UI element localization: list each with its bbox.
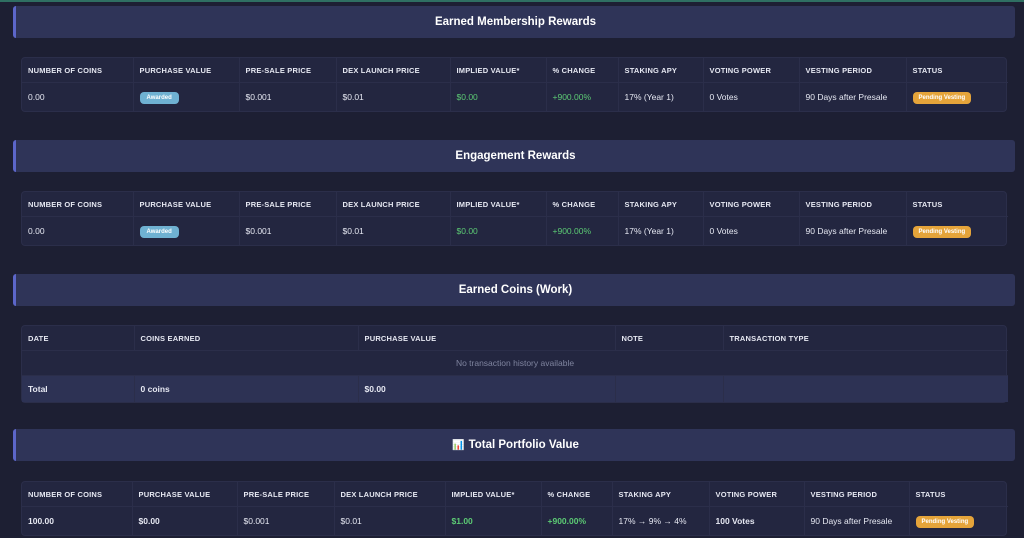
dex-price-cell: $0.01	[336, 216, 451, 245]
status-cell: Pending Vesting	[909, 506, 1008, 535]
column-header[interactable]: NUMBER OF COINS	[22, 58, 134, 83]
column-header[interactable]: % CHANGE	[546, 58, 619, 83]
total-coins: 0 coins	[134, 375, 359, 402]
vesting-period-cell: 90 Days after Presale	[799, 82, 907, 111]
engagement-rewards-table: NUMBER OF COINS PURCHASE VALUE PRE-SALE …	[21, 191, 1008, 246]
portfolio-table: NUMBER OF COINS PURCHASE VALUE PRE-SALE …	[21, 481, 1008, 536]
column-header[interactable]: STATUS	[912, 199, 943, 209]
status-badge: Pending Vesting	[915, 515, 975, 528]
status-cell: Pending Vesting	[906, 216, 1008, 245]
empty-state-row: No transaction history available	[22, 350, 1008, 376]
staking-apy-cell: 17% (Year 1)	[618, 216, 704, 245]
portfolio-title: Total Portfolio Value	[468, 439, 579, 451]
column-header[interactable]: STAKING APY	[618, 192, 704, 217]
column-header[interactable]: PRE-SALE PRICE	[239, 58, 337, 83]
change-cell: +900.00%	[546, 216, 619, 245]
column-header[interactable]: IMPLIED VALUE*	[450, 192, 547, 217]
dex-price-cell: $0.01	[334, 506, 446, 535]
awarded-badge: Awarded	[139, 91, 179, 104]
column-header[interactable]: % CHANGE	[546, 192, 619, 217]
column-header[interactable]: DEX LAUNCH PRICE	[334, 482, 446, 507]
staking-apy-cell: 17% (Year 1)	[618, 82, 704, 111]
column-header[interactable]: COINS EARNED	[134, 326, 359, 351]
status-badge: Pending Vesting	[912, 91, 972, 104]
column-header[interactable]: STAKING APY	[612, 482, 710, 507]
column-header[interactable]: NUMBER OF COINS	[22, 482, 133, 507]
coins-cell: 0.00	[22, 82, 134, 111]
column-header[interactable]: TRANSACTION TYPE	[729, 333, 809, 343]
column-header[interactable]: VOTING POWER	[709, 482, 805, 507]
column-header[interactable]: VESTING PERIOD	[799, 58, 907, 83]
voting-power-cell: 0 Votes	[703, 216, 800, 245]
top-accent-line	[0, 0, 1024, 2]
table-header-row: DATE COINS EARNED PURCHASE VALUE NOTE TR…	[22, 326, 1008, 351]
column-header[interactable]: IMPLIED VALUE*	[445, 482, 542, 507]
table-header-row: NUMBER OF COINS PURCHASE VALUE PRE-SALE …	[22, 192, 1008, 217]
table-row: 100.00 $0.00 $0.001 $0.01 $1.00 +900.00%…	[22, 506, 1008, 535]
purchase-value-cell: Awarded	[133, 216, 240, 245]
column-header[interactable]: DATE	[22, 326, 135, 351]
earned-coins-table: DATE COINS EARNED PURCHASE VALUE NOTE TR…	[21, 325, 1008, 403]
earned-coins-title: Earned Coins (Work)	[458, 284, 573, 296]
vesting-period-cell: 90 Days after Presale	[799, 216, 907, 245]
portfolio-header: 📊 Total Portfolio Value	[13, 429, 1015, 461]
column-header[interactable]: NOTE	[615, 326, 724, 351]
column-header[interactable]: IMPLIED VALUE*	[450, 58, 547, 83]
staking-apy-cell: 17% → 9% → 4%	[612, 506, 710, 535]
total-type-cell	[723, 375, 1008, 402]
empty-state-message: No transaction history available	[22, 350, 1008, 376]
engagement-rewards-title: Engagement Rewards	[455, 150, 576, 162]
column-header[interactable]: VOTING POWER	[703, 58, 800, 83]
implied-value-cell: $1.00	[445, 506, 542, 535]
presale-price-cell: $0.001	[237, 506, 335, 535]
membership-rewards-table: NUMBER OF COINS PURCHASE VALUE PRE-SALE …	[21, 57, 1008, 112]
coins-cell: 0.00	[22, 216, 134, 245]
purchase-value-cell: Awarded	[133, 82, 240, 111]
column-header[interactable]: VESTING PERIOD	[804, 482, 910, 507]
column-header[interactable]: NUMBER OF COINS	[22, 192, 134, 217]
column-header[interactable]: % CHANGE	[541, 482, 613, 507]
implied-value-cell: $0.00	[450, 82, 547, 111]
voting-power-cell: 100 Votes	[709, 506, 805, 535]
column-header[interactable]: PURCHASE VALUE	[133, 58, 240, 83]
dex-price-cell: $0.01	[336, 82, 451, 111]
table-header-row: NUMBER OF COINS PURCHASE VALUE PRE-SALE …	[22, 482, 1008, 507]
bar-chart-icon: 📊	[452, 439, 465, 451]
column-header[interactable]: PURCHASE VALUE	[132, 482, 238, 507]
column-header[interactable]: PURCHASE VALUE	[133, 192, 240, 217]
presale-price-cell: $0.001	[239, 82, 337, 111]
total-row: Total 0 coins $0.00	[22, 375, 1008, 402]
total-value: $0.00	[358, 375, 616, 402]
voting-power-cell: 0 Votes	[703, 82, 800, 111]
column-header[interactable]: DEX LAUNCH PRICE	[336, 58, 451, 83]
change-cell: +900.00%	[546, 82, 619, 111]
column-header[interactable]: PRE-SALE PRICE	[239, 192, 337, 217]
change-cell: +900.00%	[541, 506, 613, 535]
awarded-badge: Awarded	[139, 225, 179, 238]
coins-cell: 100.00	[22, 506, 133, 535]
membership-rewards-title: Earned Membership Rewards	[434, 16, 597, 28]
column-header[interactable]: VOTING POWER	[703, 192, 800, 217]
column-header[interactable]: PRE-SALE PRICE	[237, 482, 335, 507]
table-row: 0.00 Awarded $0.001 $0.01 $0.00 +900.00%…	[22, 82, 1008, 111]
earned-coins-header: Earned Coins (Work)	[13, 274, 1015, 306]
total-label: Total	[22, 375, 135, 402]
table-row: 0.00 Awarded $0.001 $0.01 $0.00 +900.00%…	[22, 216, 1008, 245]
column-header[interactable]: DEX LAUNCH PRICE	[336, 192, 451, 217]
column-header[interactable]: PURCHASE VALUE	[358, 326, 616, 351]
membership-rewards-header: Earned Membership Rewards	[13, 6, 1015, 38]
column-header[interactable]: VESTING PERIOD	[799, 192, 907, 217]
engagement-rewards-header: Engagement Rewards	[13, 140, 1015, 172]
vesting-period-cell: 90 Days after Presale	[804, 506, 910, 535]
column-header[interactable]: STATUS	[912, 65, 943, 75]
status-badge: Pending Vesting	[912, 225, 972, 238]
purchase-value-cell: $0.00	[132, 506, 238, 535]
table-header-row: NUMBER OF COINS PURCHASE VALUE PRE-SALE …	[22, 58, 1008, 83]
column-header[interactable]: STAKING APY	[618, 58, 704, 83]
status-cell: Pending Vesting	[906, 82, 1008, 111]
presale-price-cell: $0.001	[239, 216, 337, 245]
total-note-cell	[615, 375, 724, 402]
implied-value-cell: $0.00	[450, 216, 547, 245]
column-header[interactable]: STATUS	[915, 489, 946, 499]
